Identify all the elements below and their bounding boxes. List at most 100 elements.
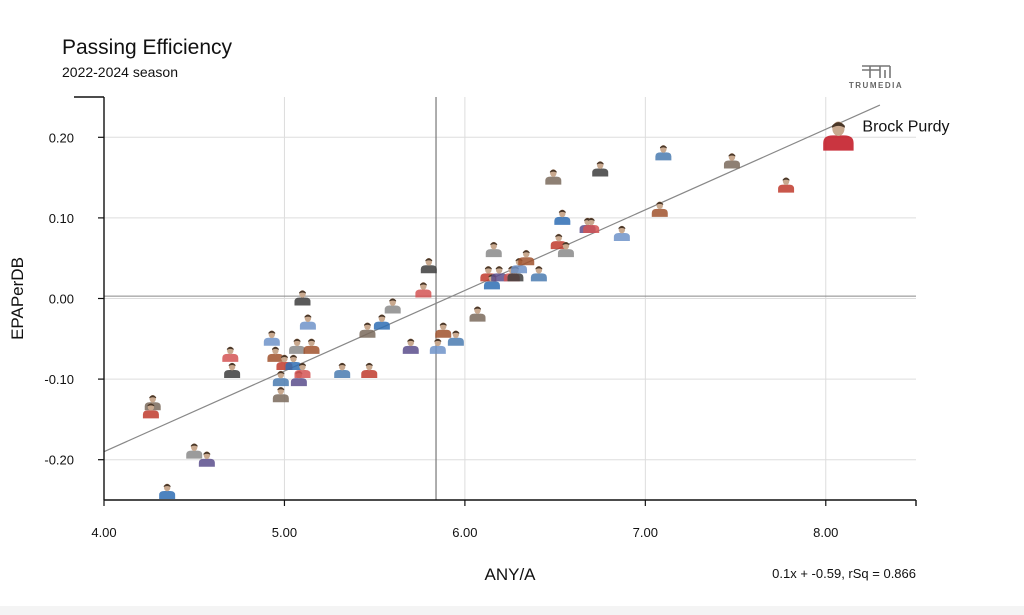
player-hair [378, 314, 386, 318]
player-point [485, 241, 502, 258]
player-hair [522, 250, 530, 254]
player-jersey [186, 450, 203, 459]
player-jersey [334, 370, 351, 379]
player-hair [587, 217, 595, 221]
player-hair [596, 161, 604, 165]
player-point [186, 443, 203, 459]
player-jersey [224, 370, 241, 379]
player-hair [308, 338, 315, 342]
player-hair [299, 363, 306, 367]
player-point [222, 346, 239, 362]
player-point [299, 314, 316, 330]
player-jersey [583, 224, 600, 233]
player-jersey [723, 160, 740, 169]
player-point [655, 145, 672, 161]
player-hair [656, 201, 664, 205]
player-hair [831, 122, 845, 128]
player-point [159, 483, 176, 499]
player-jersey [613, 233, 630, 242]
player-hair [365, 363, 373, 367]
player-hair [277, 387, 285, 391]
y-tick-label: 0.00 [49, 292, 74, 307]
player-jersey [359, 329, 376, 338]
player-hair [364, 322, 371, 326]
player-hair [203, 451, 211, 455]
player-hair [299, 290, 306, 294]
player-jersey [373, 321, 390, 330]
player-hair [293, 338, 301, 342]
x-tick-label: 8.00 [813, 525, 838, 540]
x-tick-label: 6.00 [452, 525, 477, 540]
player-point [294, 290, 311, 306]
player-hair [562, 242, 570, 246]
player-jersey [303, 345, 320, 354]
x-tick-label: 7.00 [633, 525, 658, 540]
player-point [723, 153, 740, 169]
trendline-equation: 0.1x + -0.59, rSq = 0.866 [772, 566, 916, 581]
player-hair [226, 346, 234, 350]
player-hair [782, 177, 790, 181]
player-point [429, 338, 446, 354]
player-jersey [507, 273, 524, 282]
player-jersey [554, 216, 571, 225]
player-jersey [485, 249, 502, 258]
player-jersey [159, 490, 176, 499]
x-axis-title: ANY/A [484, 565, 536, 584]
player-jersey [272, 378, 289, 387]
player-point [545, 169, 562, 185]
player-point [435, 322, 452, 338]
player-jersey [545, 176, 562, 185]
player-jersey [429, 345, 446, 354]
player-hair [268, 330, 276, 334]
player-hair [728, 153, 736, 157]
player-hair [495, 266, 503, 270]
player-point [142, 403, 159, 419]
player-hair [281, 354, 288, 358]
player-hair [474, 306, 481, 310]
player-jersey [142, 410, 159, 419]
player-point [491, 266, 508, 282]
player-hair [304, 314, 312, 318]
player-hair [277, 371, 285, 375]
player-jersey [285, 361, 302, 370]
player-jersey [435, 329, 452, 338]
player-jersey [469, 313, 486, 322]
player-point [272, 386, 289, 403]
player-point [530, 266, 547, 282]
player-jersey [483, 281, 500, 290]
player-hair [549, 169, 557, 173]
player-hair [425, 258, 433, 262]
player-jersey [361, 370, 378, 379]
player-point [583, 217, 600, 233]
player-hair [290, 354, 297, 358]
player-point [592, 161, 609, 177]
trumedia-logo: TRUMEDIA [846, 64, 906, 94]
player-jersey [290, 378, 307, 387]
player-jersey [655, 152, 672, 161]
player-jersey [778, 184, 795, 193]
player-hair [535, 266, 543, 270]
player-point [303, 338, 320, 354]
y-tick-label: -0.10 [44, 372, 74, 387]
x-tick-label: 4.00 [91, 525, 116, 540]
player-jersey [222, 353, 239, 362]
player-jersey [289, 345, 306, 354]
player-point [263, 330, 280, 346]
player-jersey [267, 353, 284, 362]
player-point [613, 225, 630, 242]
player-point [198, 451, 215, 467]
player-jersey [651, 208, 668, 217]
player-hair [484, 266, 492, 270]
player-point [415, 282, 432, 298]
player-hair [190, 443, 198, 447]
player-jersey [294, 370, 311, 379]
player-point [384, 298, 401, 314]
player-jersey [402, 345, 419, 354]
player-jersey [420, 265, 437, 274]
player-hair [163, 483, 171, 487]
player-jersey [384, 305, 401, 314]
player-hair [407, 338, 415, 342]
player-jersey [415, 289, 432, 298]
logo-text: TRUMEDIA [848, 81, 904, 90]
player-hair [338, 363, 346, 367]
